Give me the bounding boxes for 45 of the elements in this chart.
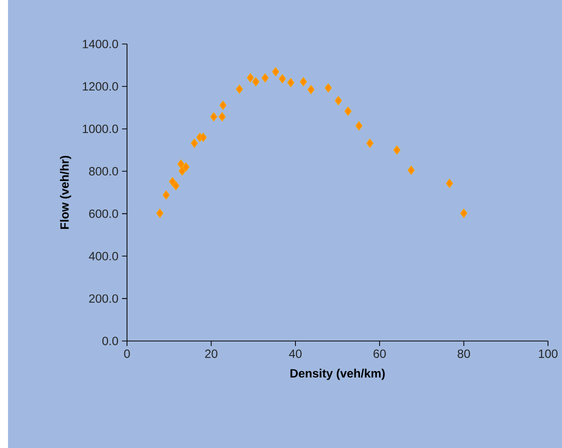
x-axis-title: Density (veh/km) xyxy=(290,368,385,380)
point xyxy=(210,112,218,122)
y-axis-title: Flow (veh/hr) xyxy=(60,156,72,229)
x-tick-label: 100 xyxy=(538,349,558,358)
point xyxy=(236,84,243,94)
point xyxy=(272,67,280,76)
x-tick-label: 40 xyxy=(289,349,302,358)
x-tick-label: 0 xyxy=(124,349,130,358)
point xyxy=(190,138,198,148)
point xyxy=(252,77,260,86)
y-tick-label: 200.0 xyxy=(89,294,118,303)
point xyxy=(177,159,184,169)
point xyxy=(262,73,269,83)
point xyxy=(307,85,315,94)
point xyxy=(178,166,186,176)
point xyxy=(355,121,363,130)
point xyxy=(334,96,342,106)
point xyxy=(182,162,190,172)
y-tick-label: 400.0 xyxy=(88,252,118,260)
point xyxy=(460,208,468,218)
y-tick-label: 0.0 xyxy=(102,336,118,346)
x-tick-label: 80 xyxy=(458,349,470,358)
point xyxy=(366,138,374,148)
point xyxy=(446,178,454,188)
y-tick-label: 600.0 xyxy=(89,209,118,218)
point xyxy=(172,181,180,190)
point xyxy=(156,208,164,218)
point xyxy=(219,100,227,110)
x-tick-label: 20 xyxy=(205,349,218,358)
y-tick-label: 1000.0 xyxy=(82,124,118,134)
point xyxy=(300,77,307,86)
point xyxy=(200,132,207,142)
point xyxy=(246,73,254,82)
point xyxy=(408,166,415,175)
y-tick-label: 800.0 xyxy=(89,167,118,176)
y-tick-label: 1200.0 xyxy=(82,82,118,91)
point xyxy=(287,78,294,88)
point xyxy=(162,190,170,200)
x-tick-label: 60 xyxy=(374,349,386,358)
point xyxy=(278,74,286,84)
y-tick-label: 1400.0 xyxy=(82,40,118,48)
point xyxy=(218,112,226,122)
point xyxy=(324,83,332,92)
point xyxy=(393,145,400,155)
point xyxy=(344,106,352,116)
